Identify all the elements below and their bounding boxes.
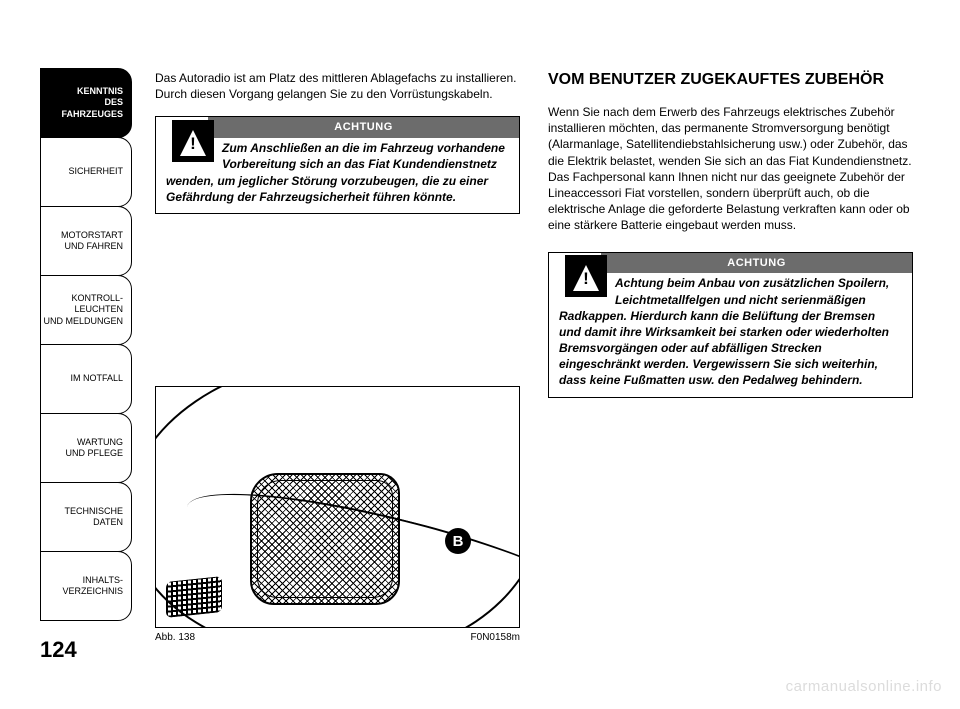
sidebar-nav: KENNTNIS DES FAHRZEUGES SICHERHEIT MOTOR… bbox=[40, 68, 132, 620]
sidebar-item-label: SICHERHEIT bbox=[68, 166, 123, 177]
warning-triangle-icon bbox=[172, 120, 214, 162]
intro-text: Das Autoradio ist am Platz des mittleren… bbox=[155, 70, 520, 102]
warning-header: ACHTUNG bbox=[601, 253, 912, 274]
figure-speaker-grill bbox=[250, 473, 400, 605]
column-left: Das Autoradio ist am Platz des mittleren… bbox=[155, 70, 520, 214]
sidebar-item-im-notfall[interactable]: IM NOTFALL bbox=[40, 344, 132, 414]
sidebar-item-label: MOTORSTART UND FAHREN bbox=[61, 230, 123, 253]
sidebar-item-wartung[interactable]: WARTUNG UND PFLEGE bbox=[40, 413, 132, 483]
sidebar-item-inhaltsverzeichnis[interactable]: INHALTS- VERZEICHNIS bbox=[40, 551, 132, 621]
sidebar-item-kontrollleuchten[interactable]: KONTROLL- LEUCHTEN UND MELDUNGEN bbox=[40, 275, 132, 345]
sidebar-item-sicherheit[interactable]: SICHERHEIT bbox=[40, 137, 132, 207]
sidebar-item-label: KENNTNIS DES FAHRZEUGES bbox=[41, 86, 123, 120]
sidebar-item-label: INHALTS- VERZEICHNIS bbox=[62, 575, 123, 598]
section-heading: VOM BENUTZER ZUGEKAUFTES ZUBEHÖR bbox=[548, 70, 913, 90]
figure-138: B Abb. 138 F0N0158m bbox=[155, 386, 520, 643]
figure-caption-left: Abb. 138 bbox=[155, 632, 195, 643]
warning-box-right: ACHTUNG Achtung beim Anbau von zusätzlic… bbox=[548, 252, 913, 398]
sidebar-item-label: WARTUNG UND PFLEGE bbox=[65, 437, 123, 460]
warning-box-left: ACHTUNG Zum Anschließen an die im Fahrze… bbox=[155, 116, 520, 214]
page-number: 124 bbox=[40, 637, 77, 663]
warning-header: ACHTUNG bbox=[208, 117, 519, 138]
warning-body-text: Achtung beim Anbau von zusätzlichen Spoi… bbox=[559, 276, 889, 387]
figure-vent bbox=[166, 576, 222, 618]
sidebar-item-technische-daten[interactable]: TECHNISCHE DATEN bbox=[40, 482, 132, 552]
figure-image: B bbox=[155, 386, 520, 628]
figure-badge-b: B bbox=[445, 528, 471, 554]
figure-caption: Abb. 138 F0N0158m bbox=[155, 632, 520, 643]
warning-triangle-icon bbox=[565, 255, 607, 297]
sidebar-item-label: TECHNISCHE DATEN bbox=[64, 506, 123, 529]
watermark: carmanualsonline.info bbox=[786, 678, 942, 695]
column-right: VOM BENUTZER ZUGEKAUFTES ZUBEHÖR Wenn Si… bbox=[548, 70, 913, 398]
sidebar-item-kenntnis[interactable]: KENNTNIS DES FAHRZEUGES bbox=[40, 68, 132, 138]
warning-body-text: Zum Anschließen an die im Fahrzeug vorha… bbox=[166, 141, 505, 204]
sidebar-item-motorstart[interactable]: MOTORSTART UND FAHREN bbox=[40, 206, 132, 276]
section-body: Wenn Sie nach dem Erwerb des Fahrzeugs e… bbox=[548, 104, 913, 234]
figure-caption-right: F0N0158m bbox=[471, 632, 520, 643]
sidebar-item-label: KONTROLL- LEUCHTEN UND MELDUNGEN bbox=[43, 293, 123, 327]
sidebar-item-label: IM NOTFALL bbox=[70, 373, 123, 384]
